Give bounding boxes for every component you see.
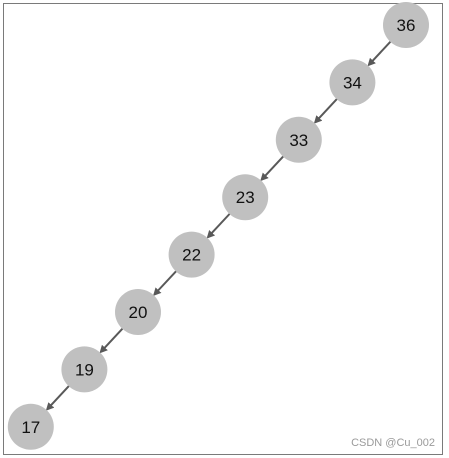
tree-node-33: 33 [275, 116, 322, 163]
edge-36-34 [367, 39, 393, 67]
node-label: 22 [182, 246, 201, 265]
node-label: 33 [289, 131, 308, 150]
edge-23-22 [206, 211, 232, 239]
node-circle [383, 2, 429, 48]
node-circle [275, 116, 322, 163]
tree-node-17: 17 [7, 403, 54, 450]
node-label: 19 [75, 360, 94, 379]
watermark: CSDN @Cu_002 [351, 437, 435, 449]
node-label: 36 [397, 16, 416, 35]
tree-node-22: 22 [168, 231, 215, 278]
tree-node-20: 20 [115, 289, 161, 335]
edge-33-23 [260, 154, 286, 182]
node-circle [168, 231, 215, 278]
node-circle [7, 403, 54, 450]
node-circle [61, 346, 108, 393]
tree-node-19: 19 [61, 346, 108, 393]
node-label: 34 [343, 73, 362, 92]
edges-layer [45, 39, 393, 411]
edge-34-33 [313, 97, 339, 124]
node-circle [222, 174, 269, 221]
nodes-layer: 36 34 33 23 22 20 19 17 [7, 2, 429, 450]
edge-22-20 [153, 269, 179, 296]
node-circle [329, 59, 376, 106]
node-label: 17 [21, 418, 40, 437]
tree-node-23: 23 [222, 174, 269, 221]
tree-node-36: 36 [383, 2, 429, 48]
edge-19-17 [45, 384, 71, 411]
tree-node-34: 34 [329, 59, 376, 106]
edge-20-19 [99, 326, 125, 354]
node-label: 20 [129, 303, 148, 322]
node-circle [115, 289, 161, 335]
node-label: 23 [236, 188, 255, 207]
